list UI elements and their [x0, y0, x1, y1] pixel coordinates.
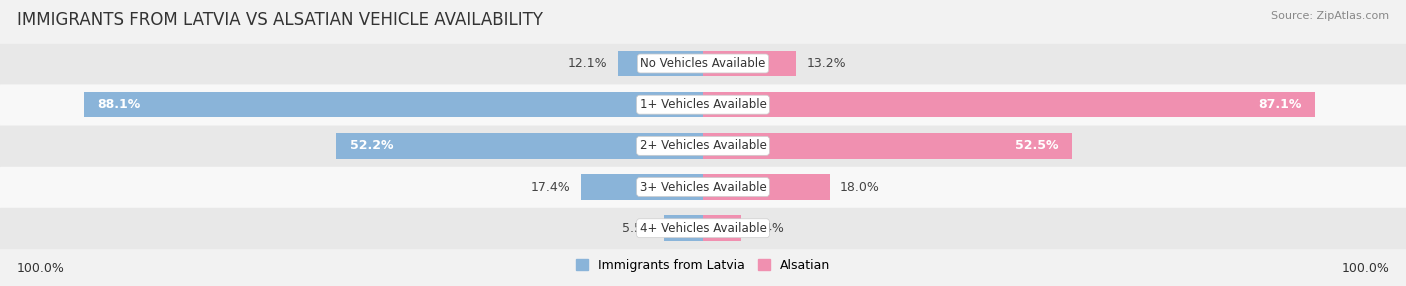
Legend: Immigrants from Latvia, Alsatian: Immigrants from Latvia, Alsatian: [571, 254, 835, 277]
Text: 2+ Vehicles Available: 2+ Vehicles Available: [640, 139, 766, 152]
Text: 4+ Vehicles Available: 4+ Vehicles Available: [640, 222, 766, 235]
Bar: [0, 208, 1406, 248]
Text: 52.5%: 52.5%: [1015, 139, 1057, 152]
Bar: [0, 85, 1406, 124]
Bar: [703, 92, 1316, 118]
Text: 17.4%: 17.4%: [530, 180, 571, 194]
Text: 18.0%: 18.0%: [841, 180, 880, 194]
Bar: [703, 51, 796, 76]
Text: 5.4%: 5.4%: [752, 222, 783, 235]
Bar: [703, 174, 830, 200]
Bar: [84, 92, 703, 118]
Bar: [619, 51, 703, 76]
Text: 13.2%: 13.2%: [807, 57, 846, 70]
Bar: [0, 44, 1406, 83]
Text: 1+ Vehicles Available: 1+ Vehicles Available: [640, 98, 766, 111]
Text: 100.0%: 100.0%: [1341, 262, 1389, 275]
Text: Source: ZipAtlas.com: Source: ZipAtlas.com: [1271, 11, 1389, 21]
Text: 100.0%: 100.0%: [17, 262, 65, 275]
Bar: [703, 215, 741, 241]
Bar: [665, 215, 703, 241]
Text: No Vehicles Available: No Vehicles Available: [640, 57, 766, 70]
Text: IMMIGRANTS FROM LATVIA VS ALSATIAN VEHICLE AVAILABILITY: IMMIGRANTS FROM LATVIA VS ALSATIAN VEHIC…: [17, 11, 543, 29]
Text: 12.1%: 12.1%: [568, 57, 607, 70]
Text: 88.1%: 88.1%: [97, 98, 141, 111]
Text: 52.2%: 52.2%: [350, 139, 394, 152]
Text: 87.1%: 87.1%: [1258, 98, 1302, 111]
Bar: [703, 133, 1073, 159]
Bar: [0, 167, 1406, 207]
Bar: [336, 133, 703, 159]
Bar: [581, 174, 703, 200]
Text: 3+ Vehicles Available: 3+ Vehicles Available: [640, 180, 766, 194]
Bar: [0, 126, 1406, 166]
Text: 5.5%: 5.5%: [621, 222, 654, 235]
